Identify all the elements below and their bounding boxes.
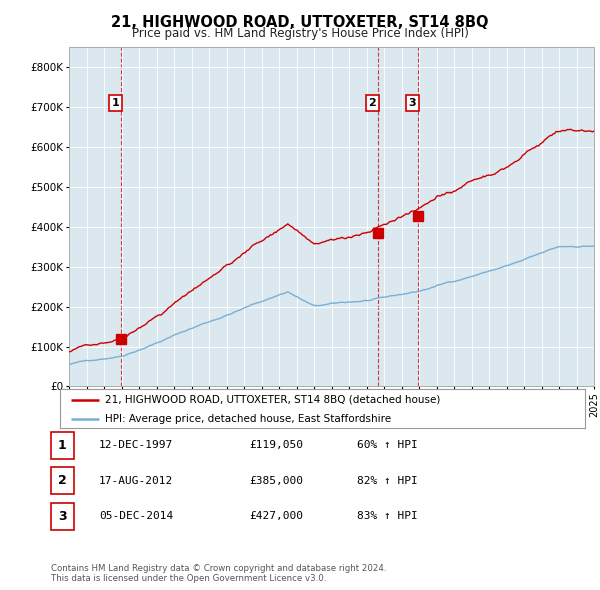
Text: HPI: Average price, detached house, East Staffordshire: HPI: Average price, detached house, East… xyxy=(104,414,391,424)
Text: 83% ↑ HPI: 83% ↑ HPI xyxy=(357,512,418,521)
Text: 1: 1 xyxy=(58,439,67,452)
Text: 60% ↑ HPI: 60% ↑ HPI xyxy=(357,441,418,450)
Text: 21, HIGHWOOD ROAD, UTTOXETER, ST14 8BQ: 21, HIGHWOOD ROAD, UTTOXETER, ST14 8BQ xyxy=(111,15,489,30)
Text: 05-DEC-2014: 05-DEC-2014 xyxy=(99,512,173,521)
Text: £427,000: £427,000 xyxy=(249,512,303,521)
Text: 3: 3 xyxy=(58,510,67,523)
Text: Contains HM Land Registry data © Crown copyright and database right 2024.
This d: Contains HM Land Registry data © Crown c… xyxy=(51,563,386,583)
Text: 82% ↑ HPI: 82% ↑ HPI xyxy=(357,476,418,486)
Text: £385,000: £385,000 xyxy=(249,476,303,486)
Text: 12-DEC-1997: 12-DEC-1997 xyxy=(99,441,173,450)
Text: £119,050: £119,050 xyxy=(249,441,303,450)
Text: 2: 2 xyxy=(368,98,376,108)
Text: 2: 2 xyxy=(58,474,67,487)
Text: 1: 1 xyxy=(112,98,119,108)
Text: Price paid vs. HM Land Registry's House Price Index (HPI): Price paid vs. HM Land Registry's House … xyxy=(131,27,469,40)
Text: 21, HIGHWOOD ROAD, UTTOXETER, ST14 8BQ (detached house): 21, HIGHWOOD ROAD, UTTOXETER, ST14 8BQ (… xyxy=(104,395,440,405)
Text: 17-AUG-2012: 17-AUG-2012 xyxy=(99,476,173,486)
Text: 3: 3 xyxy=(409,98,416,108)
